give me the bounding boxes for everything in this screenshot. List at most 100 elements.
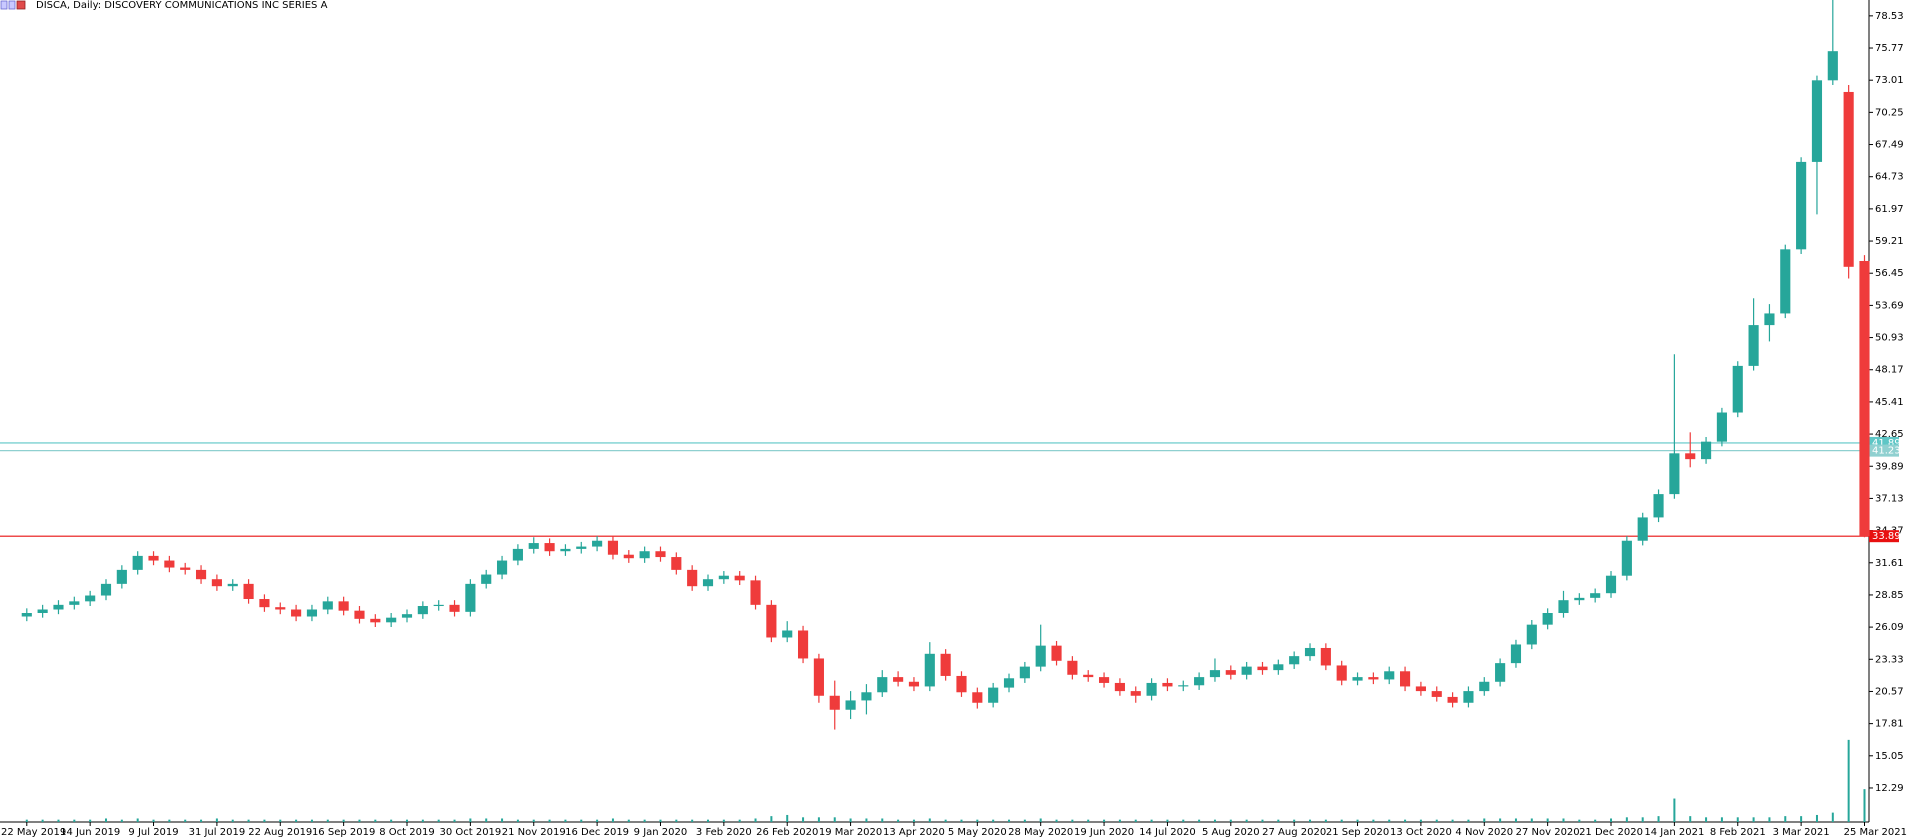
x-tick-label: 19 Jun 2020 [1074,827,1134,838]
x-tick-label: 16 Sep 2019 [312,827,375,838]
volume-bar [358,819,361,822]
candle-body [1479,681,1490,692]
candle-body [354,610,365,619]
volume-bar [928,818,931,822]
volume-bar [406,819,409,822]
volume-bar [1752,817,1755,822]
candle-body [560,548,571,552]
chart-title: DISCA, Daily: DISCOVERY COMMUNICATIONS I… [36,0,328,11]
volume-bar [1087,819,1090,822]
candle-body [53,604,64,610]
candle-body [956,675,967,693]
y-tick-label: 78.53 [1875,11,1904,22]
candle-body [227,583,238,587]
candle-body [1019,666,1030,679]
candle-body [1780,249,1791,314]
y-tick-label: 67.49 [1875,140,1904,151]
volume-bar [152,819,155,822]
x-tick-label: 13 Apr 2020 [883,827,945,838]
volume-bar [770,816,773,822]
y-tick-label: 12.29 [1875,783,1904,794]
candle-body [1209,670,1221,678]
candle-body [1225,670,1236,675]
candle-body [148,555,159,561]
candle-body [671,557,682,570]
candle-body [1701,441,1712,460]
volume-bar [279,819,282,822]
candle-body [1320,647,1331,666]
volume-bar [548,819,551,822]
volume-bar [1008,819,1011,822]
candle-body [1098,677,1110,683]
x-tick-label: 8 Oct 2019 [379,827,434,838]
volume-bar [1562,818,1565,822]
candle-body [370,618,381,623]
y-tick-label: 75.77 [1875,43,1904,54]
candle-body [687,569,698,587]
candle-body [1083,674,1094,678]
volume-bar [1530,818,1533,822]
volume-bar [802,817,805,822]
volume-bar [707,819,710,822]
candle-body [1621,540,1632,576]
x-tick-label: 9 Jul 2019 [128,827,178,838]
volume-bar [1324,819,1327,822]
x-tick-label: 28 May 2020 [1008,827,1073,838]
candle-body [1162,682,1173,687]
candle-body [465,583,476,612]
y-tick-label: 28.85 [1875,590,1904,601]
volume-bar [1800,816,1803,822]
volume-bar [295,819,298,822]
y-tick-label: 31.61 [1875,558,1904,569]
x-tick-label: 9 Jan 2020 [634,827,688,838]
x-tick-label: 27 Nov 2020 [1516,827,1580,838]
candle-body [893,677,904,682]
candle-body [797,630,809,659]
volume-bar [865,818,868,822]
volume-bar [833,817,836,822]
volume-bar [643,819,646,822]
candle-body [1257,666,1268,671]
x-tick-label: 5 Aug 2020 [1202,827,1260,838]
candle-body [1590,593,1601,598]
price-label-box [1869,444,1899,457]
candle-body [718,575,729,580]
volume-bar [1610,818,1613,822]
volume-bar [1213,819,1216,822]
volume-bar [754,818,757,822]
candle-body [782,630,793,638]
x-tick-label: 14 Jun 2019 [60,827,120,838]
candle-body [1811,80,1823,162]
volume-bar [992,819,995,822]
price-label-box [1869,530,1899,543]
candle-body [481,574,492,584]
volume-bar [1689,816,1692,822]
volume-bar [1071,819,1074,822]
volume-bar [1705,817,1708,822]
y-tick-label: 39.89 [1875,461,1904,472]
x-tick-label: 3 Feb 2020 [696,827,752,838]
candle-body [1384,671,1395,680]
volume-bar [1340,819,1343,822]
candle-body [1542,613,1553,625]
candle-body [544,543,555,552]
candle-body [702,579,714,587]
candle-body [180,567,191,570]
volume-bar [1118,819,1121,822]
volume-bar [374,819,377,822]
candle-body [1067,660,1078,675]
volume-bar [1103,819,1106,822]
y-tick-label: 59.21 [1875,236,1904,247]
volume-bar [1863,789,1866,822]
y-tick-label: 56.45 [1875,268,1904,279]
candle-body [766,604,777,638]
volume-bar [1245,819,1248,822]
candle-body [845,700,856,710]
volume-bar [627,819,630,822]
candle-body [164,560,175,568]
volume-bar [1356,819,1359,822]
volume-bar [501,818,504,822]
candle-body [1558,600,1569,614]
volume-bar [105,818,108,822]
volume-bar [1831,812,1834,822]
